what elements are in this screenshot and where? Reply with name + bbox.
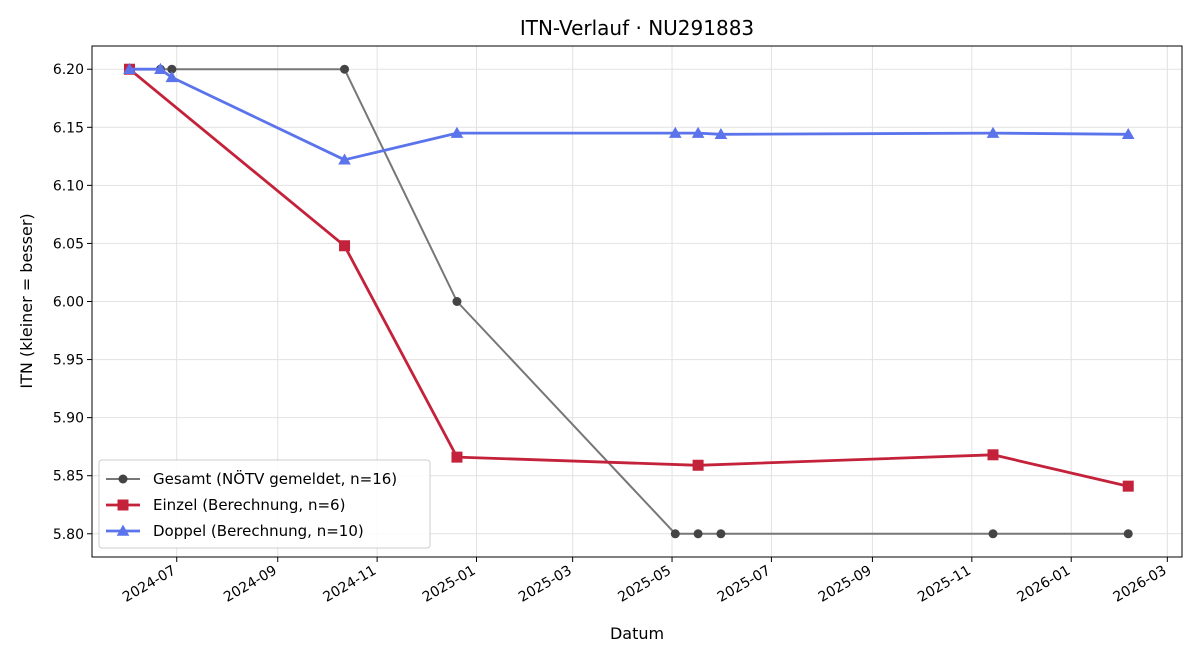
x-tick-label: 2025-11	[915, 563, 974, 606]
y-tick-label: 6.20	[53, 62, 84, 78]
data-point	[339, 240, 351, 252]
y-tick-label: 5.95	[53, 353, 84, 369]
data-point	[165, 71, 179, 83]
data-point	[167, 64, 177, 74]
series-line	[128, 68, 1129, 488]
y-tick-label: 6.00	[53, 295, 84, 311]
x-tick-label: 2026-01	[1015, 563, 1074, 606]
data-point	[988, 529, 998, 539]
x-tick-label: 2025-09	[816, 563, 875, 606]
grid	[92, 46, 1182, 557]
data-point	[1123, 529, 1133, 539]
data-point	[693, 529, 703, 539]
x-tick-label: 2024-11	[320, 563, 379, 606]
x-tick-label: 2026-03	[1111, 563, 1170, 606]
legend-label: Einzel (Berechnung, n=6)	[153, 496, 345, 514]
data-point	[668, 126, 682, 138]
data-point	[450, 126, 464, 138]
x-axis-title: Datum	[610, 624, 664, 643]
x-tick-label: 2024-07	[120, 563, 179, 606]
legend: Gesamt (NÖTV gemeldet, n=16) Einzel (Bere…	[98, 459, 431, 549]
legend-label: Gesamt (NÖTV gemeldet, n=16)	[153, 469, 397, 488]
legend-box	[98, 459, 431, 549]
legend-label: Doppel (Berechnung, n=10)	[153, 522, 364, 540]
y-axis-title: ITN (kleiner = besser)	[17, 213, 36, 388]
x-tick-label: 2025-07	[715, 563, 774, 606]
y-tick-label: 5.90	[53, 411, 84, 427]
data-point	[987, 449, 999, 461]
data-point	[692, 459, 704, 471]
y-tick-label: 6.10	[53, 178, 84, 194]
x-tick-label: 2025-01	[420, 563, 479, 606]
series-line	[129, 67, 1129, 162]
data-point	[154, 62, 167, 74]
legend-entry: Gesamt (NÖTV gemeldet, n=16)	[106, 469, 397, 488]
data-point	[670, 529, 680, 539]
data-point	[340, 64, 350, 74]
data-point	[123, 62, 136, 74]
data-point	[452, 297, 462, 306]
data-point	[116, 524, 130, 536]
data-point	[716, 529, 726, 539]
y-tick-label: 6.15	[53, 120, 84, 136]
data-point	[1122, 480, 1134, 492]
data-point	[986, 126, 1000, 138]
data-point	[1121, 127, 1135, 140]
data-point	[691, 126, 705, 138]
x-tick-label: 2024-09	[221, 563, 280, 606]
chart-title: ITN-Verlauf · NU291883	[520, 16, 754, 40]
y-tick-label: 5.85	[53, 469, 84, 485]
data-point	[338, 153, 351, 165]
data-point	[451, 451, 463, 463]
plot-series	[123, 62, 1135, 539]
y-tick-label: 6.05	[53, 236, 84, 252]
x-tick-label: 2025-05	[615, 563, 674, 606]
series-line	[129, 68, 1129, 535]
data-point	[118, 474, 128, 484]
legend-entry: Einzel (Berechnung, n=6)	[106, 496, 345, 514]
y-axis: 5.80 5.85 5.90 5.95 6.00 6.05 6.10 6.15 6.20	[53, 62, 92, 543]
y-tick-label: 5.80	[53, 527, 84, 543]
legend-entry: Doppel (Berechnung, n=10)	[106, 522, 364, 540]
data-point	[117, 499, 129, 511]
x-axis: 2024-07 2024-09 2024-11 2025-01 2025-03 2025-…	[120, 557, 1169, 606]
x-tick-label: 2025-03	[516, 563, 575, 606]
series-2	[123, 62, 1135, 165]
data-point	[714, 127, 728, 140]
